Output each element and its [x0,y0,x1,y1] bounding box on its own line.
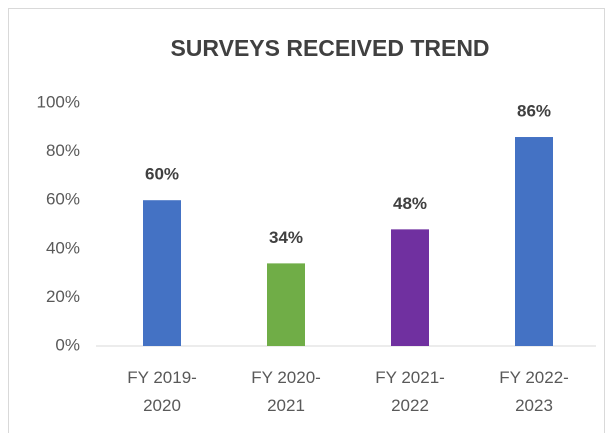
data-label: 60% [145,165,179,184]
y-tick-label: 0% [55,335,80,354]
bar [391,229,429,346]
y-tick-label: 40% [46,238,80,257]
y-tick-label: 100% [37,92,80,111]
bar [267,263,305,346]
x-tick-label: FY 2021-2022 [375,368,445,415]
x-tick-label: FY 2019-2020 [127,368,197,415]
data-label: 86% [517,102,551,121]
data-label: 48% [393,194,427,213]
chart-title: SURVEYS RECEIVED TREND [170,35,489,61]
chart-border [8,8,605,433]
bar [143,200,181,346]
y-tick-label: 20% [46,287,80,306]
data-label: 34% [269,228,303,247]
y-tick-label: 80% [46,141,80,160]
bar [515,137,553,346]
y-tick-label: 60% [46,190,80,209]
x-tick-label: FY 2020-2021 [251,368,321,415]
x-tick-label: FY 2022-2023 [499,368,569,415]
